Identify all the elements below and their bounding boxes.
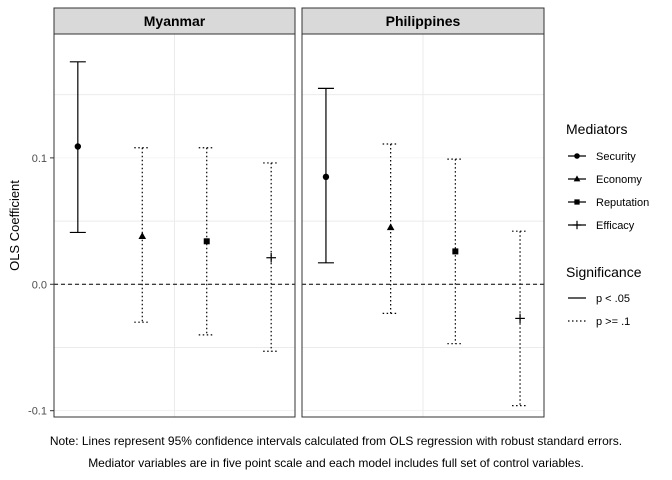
y-tick-label-1: 0.0 [32, 279, 47, 291]
legend-label-efficacy: Efficacy [596, 220, 635, 232]
legend-key-economy [573, 175, 581, 182]
legend-key-efficacy [572, 220, 582, 230]
errorbar-1-efficacy [512, 230, 529, 407]
point-0-reputation [203, 238, 210, 245]
y-tick-label-2: 0.1 [32, 153, 47, 165]
facet-title-0: Myanmar [144, 13, 206, 29]
legend-label-reputation: Reputation [596, 197, 649, 209]
legend-label-economy: Economy [596, 174, 642, 186]
legend-title-significance: Significance [566, 264, 642, 280]
point-1-reputation [452, 248, 459, 255]
y-tick-label-0: -0.1 [28, 406, 47, 418]
legend-key-security [574, 153, 580, 159]
point-0-economy [138, 232, 147, 239]
legend-sig-label-1: p >= .1 [596, 316, 630, 328]
legend-label-security: Security [596, 151, 636, 163]
facet-title-1: Philippines [386, 13, 461, 29]
facet-strip-0 [53, 7, 296, 35]
errorbar-0-reputation [198, 147, 215, 336]
legend-key-reputation [574, 199, 580, 205]
note-line-2: Mediator variables are in five point sca… [88, 456, 584, 470]
errorbar-0-economy [134, 147, 151, 323]
legend-title-mediators: Mediators [566, 121, 627, 137]
facet-strip-1 [301, 7, 545, 35]
point-0-efficacy [266, 252, 276, 263]
note-line-1: Note: Lines represent 95% confidence int… [49, 434, 623, 448]
point-0-security [74, 143, 82, 150]
chart-svg: Myanmar Philippines -0.1 0.0 0.1 OLS Coeffici… [7, 7, 649, 418]
legend-sig-label-0: p < .05 [596, 293, 630, 305]
point-1-security [322, 173, 330, 181]
point-1-economy [386, 223, 395, 231]
errorbar-0-efficacy [263, 162, 280, 352]
y-axis-title: OLS Coefficient [7, 180, 22, 271]
point-1-efficacy [515, 313, 525, 324]
